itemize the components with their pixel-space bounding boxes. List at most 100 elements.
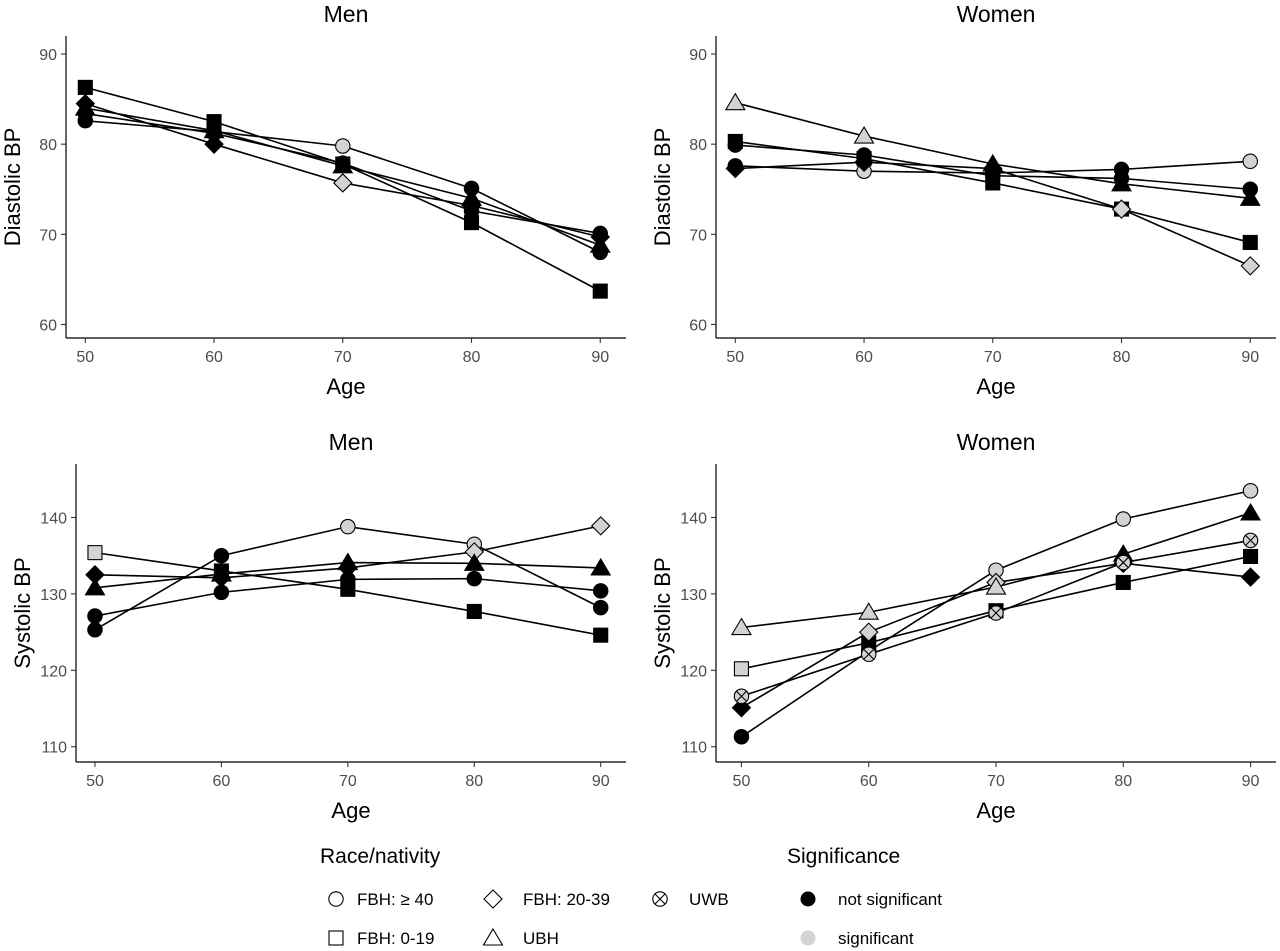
point-uwb [87,608,103,624]
x-tick-label: 50 [76,349,94,366]
point-uwb [856,147,872,163]
x-tick-label: 80 [465,773,483,790]
x-tick-label: 80 [1114,773,1132,790]
point-ubh [1240,502,1262,521]
y-tick-label: 80 [689,137,707,154]
panel-title-systolic-women: Women [957,429,1036,455]
point-fbh-40-plus [592,599,609,616]
point-ubh [730,617,752,636]
legend-key-fbh-20-39 [483,889,503,909]
point-fbh-40-plus [335,138,351,154]
legend-label-significant: significant [838,929,914,948]
point-fbh-40-plus [87,622,103,638]
point-uwb [213,584,230,601]
panel-systolic-women: Women 50 60 70 80 90 110 120 130 140 Age Systolic B… [650,429,1276,823]
point-fbh-40-plus [340,518,356,535]
point-ubh [853,125,875,144]
x-tick-label: 80 [1113,349,1131,366]
y-axis-label: Systolic BP [650,557,675,668]
point-ubh [337,552,359,571]
point-fbh-20-39 [333,173,353,193]
x-tick-label: 80 [463,349,481,366]
y-axis-label: Diastolic BP [650,128,675,247]
point-uwb [466,570,483,587]
x-axis-label: Age [326,374,365,399]
y-tick-label: 140 [680,510,707,527]
legend-label-not-significant: not significant [838,890,942,909]
x-tick-label: 60 [205,349,223,366]
point-fbh-40-plus [213,547,230,564]
point-fbh-20-39 [1240,256,1261,276]
point-fbh-0-19 [592,283,608,299]
point-uwb [1115,554,1132,571]
legend-label-fbh-20-39: FBH: 20-39 [523,890,610,909]
legend-race-title: Race/nativity [320,845,441,868]
x-tick-label: 70 [339,773,357,790]
legend-item-not-significant: not significant [800,890,942,909]
legend-item-uwb: UWB [652,890,729,909]
y-axis-label: Diastolic BP [0,128,25,247]
x-axis-label: Age [976,374,1015,399]
point-ubh [590,557,612,576]
legend-significance-title: Significance [787,845,900,868]
point-ubh [985,576,1007,595]
legend-item-fbh-20-39: FBH: 20-39 [483,889,610,909]
panel-diastolic-men: Men 50 60 70 80 90 60 70 80 90 Age Diastolic BP [0,1,626,399]
y-axis-label: Systolic BP [10,557,35,668]
legend-race-items: FBH: ≥ 40 FBH: 20-39 UWB FBH: 0-19 UBH [328,889,729,948]
legend-item-fbh-40-plus: FBH: ≥ 40 [328,890,433,909]
legend-key-fbh-0-19 [328,930,344,946]
point-uwb [77,105,94,122]
point-fbh-20-39 [858,622,879,642]
legend-key-not-significant [800,891,816,907]
point-fbh-20-39 [590,516,611,536]
y-tick-label: 70 [689,227,707,244]
y-tick-label: 70 [39,227,57,244]
x-tick-label: 90 [592,773,610,790]
point-uwb [592,225,609,242]
point-fbh-40-plus [1242,482,1259,499]
point-uwb [592,583,609,599]
x-tick-label: 70 [987,773,1005,790]
y-tick-label: 60 [39,317,57,334]
x-tick-label: 60 [213,773,231,790]
x-tick-label: 50 [86,773,104,790]
point-uwb [1242,181,1259,198]
point-fbh-0-19 [77,79,93,95]
x-axis-label: Age [976,798,1015,823]
point-fbh-0-19 [1242,548,1259,565]
point-uwb [335,155,351,171]
legend: Race/nativity FBH: ≥ 40 FBH: 20-39 UWBFBH:… [320,845,942,948]
x-tick-label: 90 [1241,349,1259,366]
point-uwb [206,125,222,142]
y-tick-label: 130 [40,587,67,604]
panel-title-diastolic-women: Women [957,1,1036,27]
y-tick-label: 120 [680,663,707,680]
legend-label-uwb: UWB [689,890,729,909]
point-fbh-20-39 [1240,567,1261,587]
point-ubh [210,563,232,582]
point-uwb [463,203,480,219]
point-ubh [724,92,746,111]
legend-item-significant: significant [800,929,914,948]
point-uwb [988,605,1004,621]
point-fbh-0-19 [1115,574,1131,590]
point-uwb [340,571,356,588]
point-fbh-20-39 [204,134,224,154]
x-tick-label: 70 [334,349,352,366]
y-tick-label: 130 [680,587,707,604]
y-tick-label: 90 [689,47,707,64]
point-uwb [985,167,1001,184]
legend-key-significant [800,930,816,946]
y-tick-label: 80 [39,137,57,154]
point-fbh-40-plus [1115,511,1132,527]
point-fbh-20-39 [1111,199,1132,219]
point-fbh-20-39 [725,158,746,179]
point-fbh-0-19 [1242,234,1258,250]
panel-title-systolic-men: Men [329,429,374,455]
point-fbh-0-19 [466,603,482,620]
y-tick-label: 90 [39,47,57,64]
point-uwb [727,137,744,153]
y-tick-label: 140 [40,510,67,527]
point-uwb [1113,170,1130,187]
